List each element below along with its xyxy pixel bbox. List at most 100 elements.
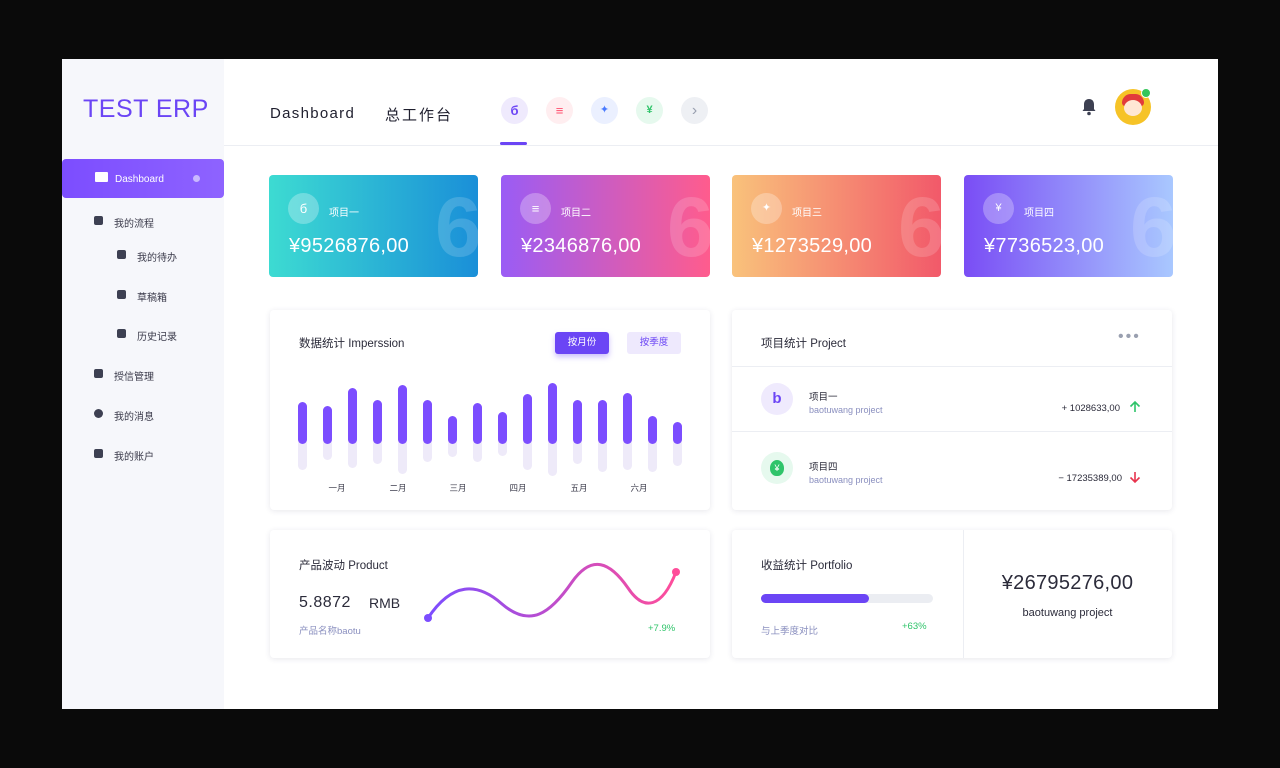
portfolio-progress-track: [761, 594, 933, 603]
product-card: 产品波动 Product 5.8872 RMB 产品名称baotu +7.9%: [270, 530, 710, 658]
stat-card-project-three[interactable]: 6 ✦ 项目三 ¥1273529,00: [732, 175, 941, 277]
bar: [523, 394, 532, 444]
logo-six-icon: б: [510, 103, 519, 118]
divider: [963, 530, 964, 658]
bar: [498, 412, 507, 444]
bar: [398, 385, 407, 444]
bar-shadow: [648, 436, 657, 472]
by-month-button[interactable]: 按月份: [555, 332, 609, 354]
month-label: 一月: [328, 483, 346, 493]
bar-shadow: [448, 436, 457, 457]
watermark-six: 6: [1130, 180, 1173, 274]
project-value: + 1028633,00: [1061, 403, 1120, 414]
coins-icon: ≡: [555, 103, 564, 118]
money-bag-icon: ¥: [646, 104, 653, 116]
bar: [423, 400, 432, 444]
money-bag-icon: ¥: [995, 202, 1002, 214]
coins-icon: ≡: [531, 201, 540, 216]
product-unit: RMB: [369, 595, 401, 611]
tab-project-four[interactable]: ¥: [636, 97, 663, 124]
portfolio-title: 收益统计 Portfolio: [761, 560, 853, 572]
bar: [348, 388, 357, 444]
workflow-icon: [94, 216, 103, 225]
portfolio-total-sub: baotuwang project: [1022, 607, 1113, 619]
page-subtitle: 总工作台: [385, 107, 454, 124]
compass-icon: ✦: [761, 202, 772, 214]
more-options-icon[interactable]: •••: [1118, 328, 1141, 345]
stat-amount: ¥2346876,00: [521, 235, 642, 257]
stat-name: 项目三: [792, 208, 822, 219]
month-label: 六月: [630, 483, 648, 493]
by-quarter-button[interactable]: 按季度: [627, 332, 681, 354]
app-logo: TEST ERP: [83, 95, 209, 123]
product-value: 5.8872: [299, 594, 351, 611]
product-sub: 产品名称baotu: [299, 626, 361, 637]
bar-shadow: [323, 436, 332, 460]
divider: [732, 431, 1172, 432]
product-title: 产品波动 Product: [299, 560, 388, 572]
stat-amount: ¥1273529,00: [752, 235, 873, 257]
calendar-icon: [117, 250, 126, 259]
tab-project-two[interactable]: ≡: [546, 97, 573, 124]
portfolio-card: 收益统计 Portfolio 与上季度对比 +63% ¥26795276,00 …: [732, 530, 1172, 658]
bar-shadow: [598, 436, 607, 472]
bar: [648, 416, 657, 444]
tab-project-one[interactable]: б: [501, 97, 528, 124]
project-sub: baotuwang project: [809, 405, 883, 415]
watermark-six: 6: [435, 180, 478, 274]
draft-icon: [117, 290, 126, 299]
bar-shadow: [373, 436, 382, 464]
bar-shadow: [523, 436, 532, 470]
stat-card-project-two[interactable]: 6 ≡ 项目二 ¥2346876,00: [501, 175, 710, 277]
tab-project-three[interactable]: ✦: [591, 97, 618, 124]
account-icon: [94, 449, 103, 458]
bar-shadow: [573, 436, 582, 464]
bar-shadow: [548, 436, 557, 476]
product-wave-line: [424, 563, 680, 622]
compass-icon: ✦: [599, 104, 610, 116]
bar: [473, 403, 482, 444]
project-sub: baotuwang project: [809, 475, 883, 485]
logo-six-icon: б: [299, 201, 308, 216]
tabs-next-button[interactable]: ›: [681, 97, 708, 124]
bar: [623, 393, 632, 444]
stat-name: 项目二: [561, 208, 591, 219]
notification-bell-icon[interactable]: [1081, 98, 1097, 121]
avatar[interactable]: [1115, 89, 1151, 125]
stat-card-project-one[interactable]: 6 б 项目一 ¥9526876,00: [269, 175, 478, 277]
bar: [298, 402, 307, 444]
project-name: 项目一: [809, 392, 838, 403]
month-label: 二月: [389, 483, 407, 493]
bar: [548, 383, 557, 444]
portfolio-compare-label: 与上季度对比: [761, 626, 819, 637]
divider: [732, 366, 1172, 367]
impression-card: 数据统计 Imperssion 按月份 按季度 一月 二月 三月 四月 五月 六…: [270, 310, 710, 510]
product-change: +7.9%: [648, 623, 676, 634]
sidebar-item-label: Dashboard: [115, 174, 164, 185]
impression-title: 数据统计 Imperssion: [299, 338, 405, 350]
logo-b-icon: b: [761, 383, 793, 415]
project-name: 项目四: [809, 462, 838, 473]
portfolio-total: ¥26795276,00: [1001, 572, 1134, 594]
top-bar: Dashboard 总工作台: [224, 59, 1218, 146]
stat-amount: ¥7736523,00: [984, 235, 1105, 257]
month-label: 四月: [509, 483, 527, 493]
history-icon: [117, 329, 126, 338]
credit-icon: [94, 369, 103, 378]
stat-card-project-four[interactable]: 6 ¥ 项目四 ¥7736523,00: [964, 175, 1173, 277]
bar-shadow: [673, 436, 682, 466]
page-title: Dashboard: [270, 105, 356, 122]
chevron-right-icon: ›: [691, 102, 698, 119]
bar: [323, 406, 332, 444]
project-value: − 17235389,00: [1058, 473, 1122, 484]
stat-name: 项目四: [1024, 208, 1054, 219]
bar-shadow: [498, 436, 507, 456]
bar: [598, 400, 607, 444]
monitor-icon: [95, 172, 108, 182]
sidebar-item-dashboard[interactable]: Dashboard: [62, 159, 224, 198]
trend-up-icon: [1128, 400, 1142, 419]
bar-shadow: [423, 436, 432, 462]
message-icon: [94, 409, 103, 418]
trend-down-icon: [1128, 470, 1142, 489]
bar-shadow: [473, 436, 482, 462]
